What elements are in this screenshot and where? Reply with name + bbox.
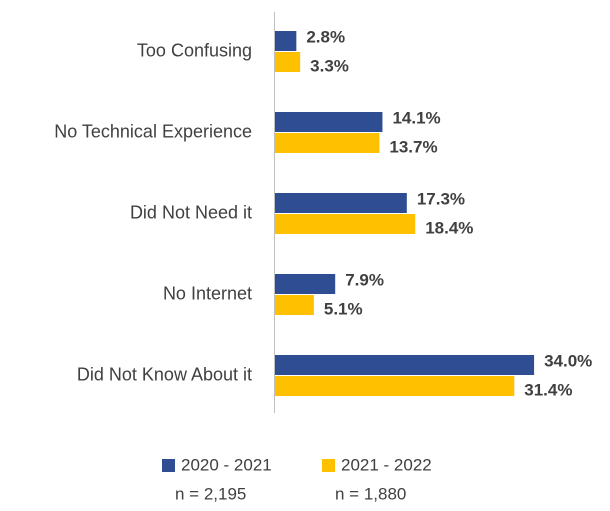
legend-swatch (162, 459, 175, 472)
legend-label: 2021 - 2022 (341, 455, 432, 474)
bar (275, 376, 515, 396)
category-label: No Internet (163, 283, 252, 303)
value-label: 7.9% (345, 270, 384, 289)
value-label: 2.8% (306, 27, 345, 46)
legend-label: 2020 - 2021 (181, 455, 272, 474)
value-label: 13.7% (389, 137, 437, 156)
bar (275, 214, 416, 234)
legend-note: n = 2,195 (175, 484, 246, 503)
bar (275, 193, 407, 213)
category-label: Did Not Need it (130, 202, 252, 222)
category-label: Did Not Know About it (77, 364, 252, 384)
bar (275, 274, 336, 294)
bar (275, 31, 297, 51)
value-label: 17.3% (417, 189, 465, 208)
legend-swatch (322, 459, 335, 472)
value-label: 34.0% (544, 351, 592, 370)
category-label: Too Confusing (137, 40, 252, 60)
value-label: 5.1% (324, 299, 363, 318)
legend-note: n = 1,880 (335, 484, 406, 503)
bar (275, 355, 535, 375)
bar (275, 52, 301, 72)
value-label: 3.3% (310, 56, 349, 75)
value-label: 14.1% (392, 108, 440, 127)
value-label: 18.4% (425, 218, 473, 237)
bar (275, 112, 383, 132)
bar (275, 133, 380, 153)
category-label: No Technical Experience (54, 121, 252, 141)
value-label: 31.4% (524, 380, 572, 399)
bar (275, 295, 314, 315)
